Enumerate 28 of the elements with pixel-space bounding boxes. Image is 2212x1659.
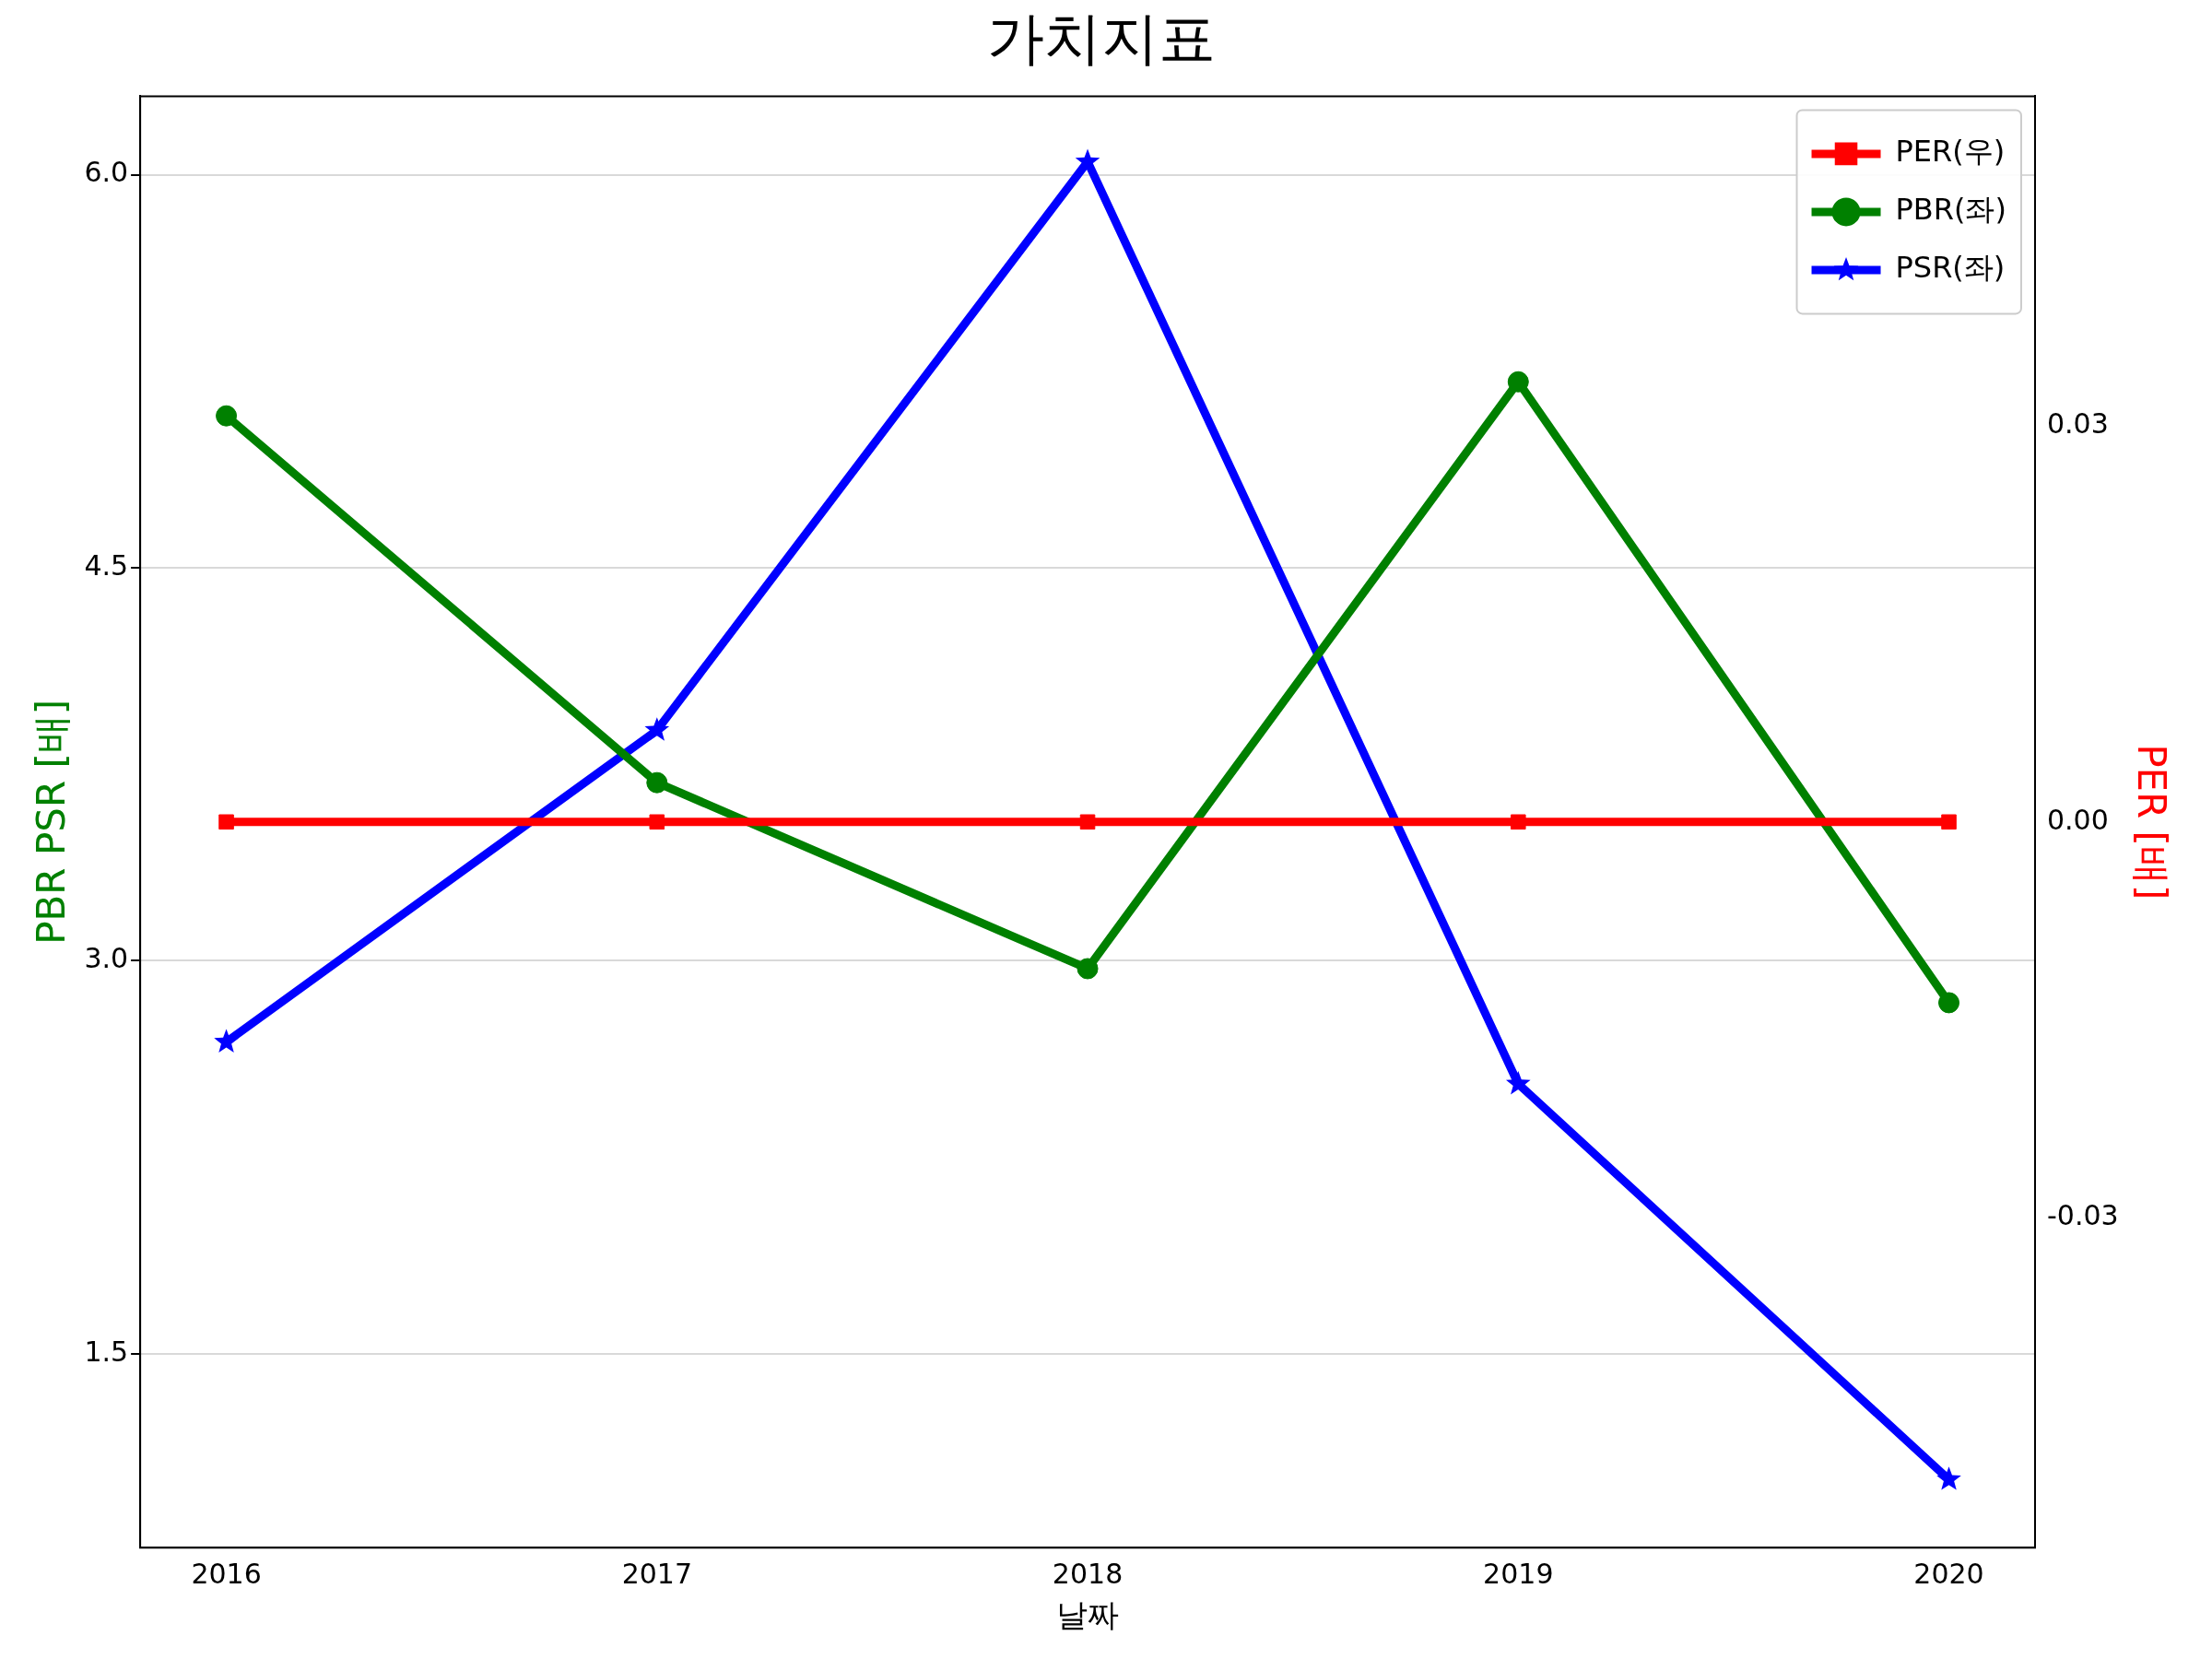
point [1938,992,1960,1014]
y-tick-label: 4.5 [84,548,129,582]
point [216,405,238,427]
point [646,771,668,794]
y2-tick-label: 0.03 [2046,407,2109,441]
legend-label: PER(우) [1895,134,2006,170]
y2-tick-label: -0.03 [2046,1199,2119,1232]
legend-label: PBR(좌) [1895,192,2006,228]
x-tick-label: 2016 [191,1558,262,1590]
point [1936,1466,1961,1490]
legend-label: PSR(좌) [1895,250,2006,286]
point [214,1029,239,1053]
x-tick-label: 2020 [1913,1558,1984,1590]
x-tick-label: 2019 [1483,1558,1554,1590]
y-tick-label: 3.0 [84,942,129,975]
x-tick-label: 2017 [621,1558,692,1590]
x-axis-title: 날짜 [1056,1596,1120,1634]
chart-title: 가치지표 [987,5,1216,73]
point [1505,1071,1531,1095]
y2-axis-title: PER [배] [2128,744,2174,900]
point [1077,958,1099,980]
x-tick-label: 2018 [1052,1558,1124,1590]
point [1507,371,1529,393]
y2-tick-label: 0.00 [2046,803,2109,836]
y-tick-label: 1.5 [84,1335,129,1368]
y-axis-title: PBR PSR [배] [29,699,75,945]
point [644,717,670,741]
y-tick-label: 6.0 [84,156,129,189]
